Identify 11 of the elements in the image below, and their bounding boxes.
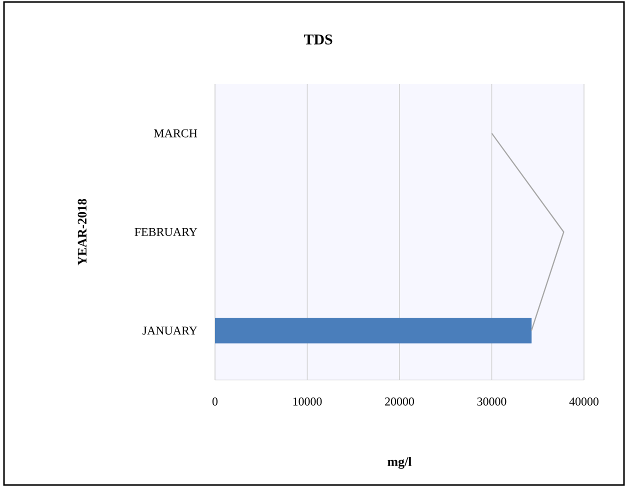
- x-tick-label: 0: [212, 398, 218, 406]
- x-axis-title: mg/l: [388, 456, 412, 469]
- y-axis-title: YEAR-2018: [78, 198, 87, 266]
- x-tick-label: 30000: [477, 398, 506, 406]
- y-tick-label: JANUARY: [142, 326, 198, 335]
- y-tick-label: MARCH: [154, 129, 198, 138]
- x-tick-label: 20000: [385, 398, 414, 406]
- y-tick-label: FEBRUARY: [134, 228, 198, 236]
- x-tick-label: 40000: [569, 398, 598, 406]
- x-tick-label: 10000: [293, 398, 322, 406]
- chart-title: TDS: [304, 34, 332, 45]
